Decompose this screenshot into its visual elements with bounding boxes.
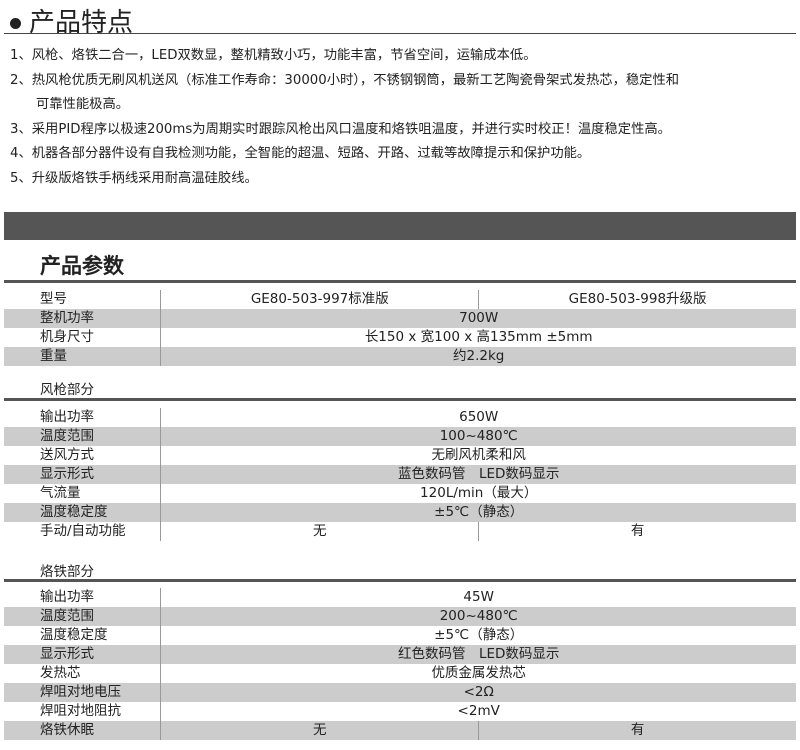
- spec-value: 700W: [160, 309, 796, 328]
- table-row: 机身尺寸 长150 x 宽100 x 高135mm ±5mm: [4, 328, 796, 347]
- spec-label: 重量: [4, 347, 162, 366]
- spec-label: 温度稳定度: [4, 626, 162, 645]
- table-row: 型号 GE80-503-997标准版 GE80-503-998升级版: [4, 290, 796, 309]
- spec-label: 机身尺寸: [4, 328, 162, 347]
- table-row: 温度稳定度 ±5℃（静态）: [4, 503, 796, 522]
- gun-section-title: 风枪部分: [40, 382, 94, 398]
- spec-label: 输出功率: [4, 408, 162, 427]
- spec-label: 手动/自动功能: [4, 522, 162, 541]
- spec-label: 显示形式: [4, 645, 162, 664]
- spec-label: 焊咀对地电压: [4, 683, 162, 702]
- divider: [4, 280, 796, 283]
- feature-item-continued: 可靠性能极高。: [36, 97, 130, 112]
- spec-value: GE80-503-998升级版: [478, 290, 796, 309]
- table-row: 温度范围 100~480℃: [4, 427, 796, 446]
- table-row: 显示形式 蓝色数码管 LED数码显示: [4, 465, 796, 484]
- spec-value: 有: [478, 522, 796, 541]
- spec-value: ±5℃（静态）: [434, 627, 524, 643]
- table-row: 重量 约2.2kg: [4, 347, 796, 366]
- table-row: 温度范围 200~480℃: [4, 607, 796, 626]
- spec-value: 无: [160, 721, 479, 740]
- spec-value: 650W: [459, 409, 499, 425]
- spec-value: GE80-503-997标准版: [250, 291, 389, 307]
- spec-label: 整机功率: [4, 309, 162, 328]
- table-row: 温度稳定度 ±5℃（静态）: [4, 626, 796, 645]
- spec-value: 无: [313, 523, 327, 539]
- table-row: 输出功率 45W: [4, 588, 796, 607]
- table-row: 送风方式 无刷风机柔和风: [4, 446, 796, 465]
- table-row: 输出功率 650W: [4, 408, 796, 427]
- gun-spec-table: 输出功率 650W 温度范围 100~480℃ 送风方式 无刷风机柔和风显示形式 蓝色数码管…: [4, 408, 796, 541]
- spec-value: 长150 x 宽100 x 高135mm ±5mm: [364, 329, 593, 345]
- spec-value: 蓝色数码管 LED数码显示: [160, 465, 796, 484]
- table-row: 烙铁休眠无有: [4, 721, 796, 740]
- spec-value: <2mV: [457, 703, 500, 719]
- spec-value: 120L/min（最大）: [420, 485, 538, 501]
- table-row: 气流量 120L/min（最大）: [4, 484, 796, 503]
- spec-value: 优质金属发热芯: [431, 665, 526, 681]
- spec-value: 无刷风机柔和风: [431, 447, 526, 463]
- feature-item: 2、热风枪优质无刷风机送风（标准工作寿命：30000小时），不锈钢钢筒，最新工艺…: [10, 72, 680, 88]
- spec-label: 焊咀对地阻抗: [4, 702, 162, 721]
- table-row: 焊咀对地电压 <2Ω: [4, 683, 796, 702]
- spec-label: 发热芯: [4, 664, 162, 683]
- feature-item: 3、采用PID程序以极速200ms为周期实时跟踪风枪出风口温度和烙铁咀温度，并进…: [10, 121, 671, 137]
- spec-value: 200~480℃: [160, 607, 796, 626]
- bullet-icon: [10, 18, 21, 29]
- spec-value: <2Ω: [160, 683, 796, 702]
- table-row: 焊咀对地阻抗 <2mV: [4, 702, 796, 721]
- spec-value: 红色数码管 LED数码显示: [160, 645, 796, 664]
- general-spec-table: 型号 GE80-503-997标准版 GE80-503-998升级版 整机功率 700W…: [4, 290, 796, 366]
- divider: [4, 579, 796, 582]
- feature-item: 1、风枪、烙铁二合一，LED双数显，整机精致小巧，功能丰富，节省空间，运输成本低…: [10, 48, 537, 63]
- feature-item: 4、机器各部分器件设有自我检测功能，全智能的超温、短路、开路、过载等故障提示和保…: [10, 146, 591, 161]
- spec-label: 气流量: [4, 484, 162, 503]
- table-row: 发热芯 优质金属发热芯: [4, 664, 796, 683]
- spec-label: 型号: [4, 290, 162, 309]
- spec-label: 输出功率: [4, 588, 162, 607]
- spec-value: ±5℃（静态）: [160, 503, 796, 522]
- spec-label: 温度范围: [4, 427, 162, 446]
- divider: [4, 398, 796, 401]
- iron-spec-table: 输出功率 45W 温度范围 200~480℃ 温度稳定度 ±5℃（静态） 显示形式 红色数码管…: [4, 588, 796, 740]
- params-title: 产品参数: [40, 254, 124, 278]
- table-row: 手动/自动功能 无 有: [4, 522, 796, 541]
- spec-value: 45W: [463, 589, 494, 605]
- spec-label: 显示形式: [4, 465, 162, 484]
- divider: [4, 33, 796, 34]
- section-banner: [4, 212, 796, 240]
- spec-label: 温度稳定度: [4, 503, 162, 522]
- feature-list: 1、风枪、烙铁二合一，LED双数显，整机精致小巧，功能丰富，节省空间，运输成本低…: [10, 44, 679, 191]
- feature-item: 5、升级版烙铁手柄线采用耐高温硅胶线。: [10, 170, 258, 186]
- table-row: 显示形式 红色数码管 LED数码显示: [4, 645, 796, 664]
- spec-label: 送风方式: [4, 446, 162, 465]
- spec-value: 约2.2kg: [160, 347, 796, 366]
- spec-value: 100~480℃: [160, 427, 796, 446]
- table-row: 整机功率 700W: [4, 309, 796, 328]
- spec-value: 有: [478, 721, 796, 740]
- spec-label: 烙铁休眠: [4, 721, 162, 740]
- iron-section-title: 烙铁部分: [40, 564, 94, 580]
- spec-label: 温度范围: [4, 607, 162, 626]
